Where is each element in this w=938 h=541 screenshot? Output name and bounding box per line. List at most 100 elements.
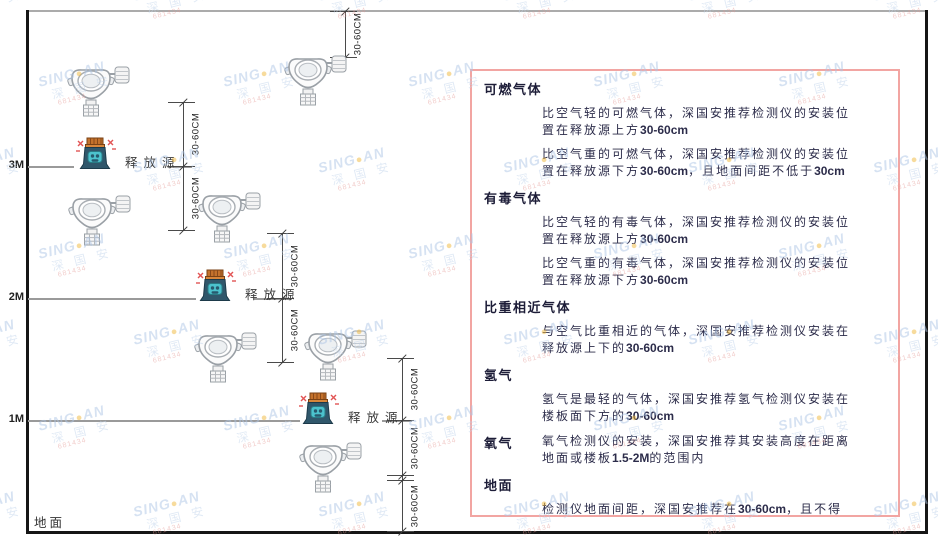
gas-detector-icon xyxy=(284,55,347,106)
release-source-label: 释放源 xyxy=(125,156,181,170)
paragraph-text: 氢气是最轻的气体，深国安推荐氢气检测仪安装在楼板面下方的 xyxy=(542,392,851,424)
watermark-brand-text: SING●AN xyxy=(316,0,386,4)
height-line xyxy=(28,298,196,300)
section-paragraph: 与空气比重相近的气体，深国安推荐检测仪安装在释放源上下的30-60cm xyxy=(542,323,856,357)
recommendation-panel: 可燃气体比空气轻的可燃气体，深国安推荐检测仪的安装位置在释放源上方 30-60cm… xyxy=(470,69,900,517)
ceiling-line xyxy=(28,10,927,12)
watermark-contact-text: 681434 xyxy=(337,179,368,194)
watermark-contact-text: 681434 xyxy=(152,523,183,538)
watermark-cjk-text: 深 国 安 xyxy=(700,0,764,16)
measurement-value: 30-60cm xyxy=(626,409,675,424)
paragraph-text: ，且不得小于 xyxy=(786,502,843,517)
gas-detector xyxy=(68,194,132,251)
release-source-icon xyxy=(299,392,339,424)
measurement-value: 30-60cm xyxy=(640,273,689,288)
section-heading: 氢气 xyxy=(484,368,514,384)
paragraph-text: ，且地面间距不低于 xyxy=(688,164,815,179)
watermark-cjk-text: 深 国 安 xyxy=(0,503,24,532)
wall-line xyxy=(26,10,29,533)
ground-label: 地面 xyxy=(34,516,66,530)
watermark-contact-text: 681434 xyxy=(522,523,553,538)
watermark-brand-text: SING●AN xyxy=(316,143,387,176)
watermark-dot-icon: ● xyxy=(169,497,180,511)
watermark-contact-text: 681434 xyxy=(892,523,923,538)
watermark-contact-text: 681434 xyxy=(337,523,368,538)
watermark-contact-text: 681434 xyxy=(0,516,25,537)
section-heading: 有毒气体 xyxy=(484,191,543,207)
watermark-dot-icon: ● xyxy=(909,325,920,339)
measurement-value: 30cm xyxy=(814,164,845,179)
panel-section: 氢气氢气是最轻的气体，深国安推荐氢气检测仪安装在楼板面下方的30-60cm xyxy=(484,365,884,425)
dimension-label: 30-60CM xyxy=(409,367,421,411)
panel-section: 比重相近气体 与空气比重相近的气体，深国安推荐检测仪安装在释放源上下的30-60c… xyxy=(484,297,884,357)
measurement-value: 1.5-2M xyxy=(612,451,650,466)
dimension-label: 30-60CM xyxy=(289,244,301,288)
watermark-contact-text: 681434 xyxy=(242,437,273,452)
paragraph-text: 检测仪地面间距，深国安推荐在 xyxy=(542,502,739,517)
watermark-brand-text: SING●AN xyxy=(131,487,202,520)
watermark-dot-icon: ● xyxy=(259,411,270,425)
watermark-cjk-text: 深 国 安 xyxy=(885,0,938,16)
watermark-cjk-text: 深 国 安 xyxy=(145,0,209,16)
gas-detector-icon xyxy=(194,332,257,383)
watermark-dot-icon: ● xyxy=(444,411,455,425)
watermark-brand-text: SING●AN xyxy=(131,315,202,348)
gas-detector xyxy=(304,329,368,386)
panel-section: 氧气 氧气检测仪的安装，深国安推荐其安装高度在距离地面或楼板1.5-2M的范围内 xyxy=(484,433,884,467)
gas-detector xyxy=(194,331,258,388)
watermark-cjk-text: 深 国 安 xyxy=(515,0,579,16)
watermark-dot-icon: ● xyxy=(259,67,270,81)
section-paragraph: 氧气检测仪的安装，深国安推荐其安装高度在距离地面或楼板1.5-2M的范围内 xyxy=(542,433,862,467)
watermark-brand-text: SING●AN xyxy=(36,401,107,434)
section-paragraph: 检测仪地面间距，深国安推荐在30-60cm，且不得小于30cm，因为过低容易水溅… xyxy=(542,501,856,517)
watermark-brand-text: SING●AN xyxy=(406,229,477,262)
gas-detector xyxy=(198,191,262,248)
dimension-label: 30-60CM xyxy=(409,426,421,470)
dimension-label: 30-60CM xyxy=(352,12,364,56)
section-paragraph: 氢气是最轻的气体，深国安推荐氢气检测仪安装在楼板面下方的30-60cm xyxy=(542,391,856,425)
section-paragraph: 比空气轻的有毒气体，深国安推荐检测仪的安装位置在释放源上方30-60cm xyxy=(542,214,856,248)
gas-detector-icon xyxy=(198,192,261,243)
release-source-icon xyxy=(196,269,236,301)
panel-section-row: 氧气 氧气检测仪的安装，深国安推荐其安装高度在距离地面或楼板1.5-2M的范围内 xyxy=(484,433,884,467)
watermark-brand-text: SING●AN xyxy=(501,0,571,4)
watermark-dot-icon: ● xyxy=(74,411,85,425)
watermark-cjk-text: 深 国 安 xyxy=(235,417,299,446)
floor-line xyxy=(26,531,928,534)
dimension-line xyxy=(345,11,346,57)
gas-detector-icon xyxy=(68,195,131,246)
gas-detector-icon xyxy=(299,442,362,493)
dimension-label: 30-60CM xyxy=(409,484,421,528)
watermark-brand-text: SING●AN xyxy=(686,0,756,4)
watermark-contact-text: 681434 xyxy=(707,523,738,538)
measurement-value: 30-60cm xyxy=(626,341,675,356)
watermark-brand-text: SING●AN xyxy=(406,57,477,90)
dimension-label: 30-60CM xyxy=(190,112,202,156)
watermark-cjk-text: 深 国 安 xyxy=(330,503,394,532)
gas-detector xyxy=(284,54,348,111)
release-source-icon xyxy=(76,137,116,169)
release-source xyxy=(74,137,118,178)
section-heading: 可燃气体 xyxy=(484,82,543,97)
watermark-brand-text: SING●AN xyxy=(871,0,938,4)
paragraph-text: 氧气检测仪的安装，深国安推荐其安装高度在距离地面或楼板 xyxy=(542,434,851,466)
watermark-contact-text: 681434 xyxy=(0,172,25,193)
watermark-brand-text: SING●AN xyxy=(0,487,17,509)
measurement-value: 30-60cm xyxy=(640,164,689,179)
height-line xyxy=(28,420,300,422)
paragraph-text: 比空气轻的可燃气体，深国安推荐检测仪的安装位置在释放源上方 xyxy=(542,106,851,138)
dimension-line xyxy=(402,358,403,531)
watermark-dot-icon: ● xyxy=(909,497,920,511)
height-label-1m: 1M xyxy=(8,413,24,425)
paragraph-text: 比空气重的有毒气体，深国安推荐检测仪的安装位置在释放源下方 xyxy=(542,256,851,288)
section-heading: 地面 xyxy=(484,478,514,494)
height-line xyxy=(28,166,74,168)
measurement-value: 30-60cm xyxy=(738,502,787,517)
